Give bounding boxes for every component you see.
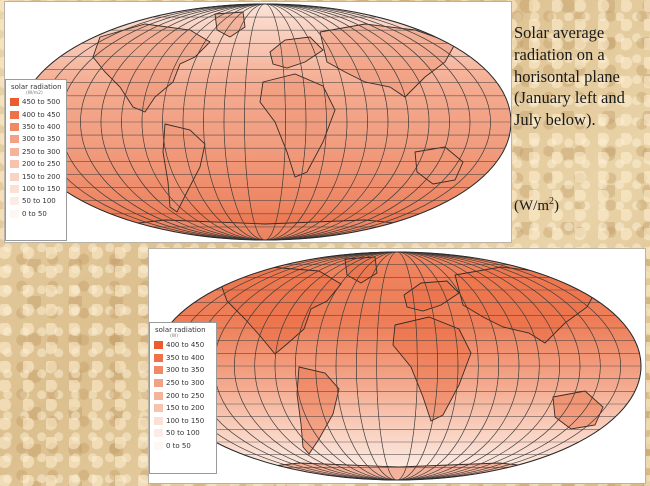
legend-label: 0 to 50 bbox=[166, 442, 191, 451]
legend-item: 100 to 150 bbox=[6, 183, 66, 195]
legend-item: 400 to 450 bbox=[150, 339, 216, 352]
legend-item: 150 to 200 bbox=[6, 170, 66, 182]
legend-label: 150 to 200 bbox=[22, 172, 61, 181]
legend-item: 100 to 150 bbox=[150, 415, 216, 428]
legend-swatch bbox=[10, 197, 19, 206]
legend-label: 50 to 100 bbox=[22, 197, 56, 206]
legend-unit: (W/m2) bbox=[26, 91, 43, 96]
legend-label: 400 to 450 bbox=[166, 341, 205, 350]
legend-label: 400 to 450 bbox=[22, 110, 61, 119]
legend-label: 200 to 250 bbox=[22, 160, 61, 169]
legend-label: 100 to 150 bbox=[22, 184, 61, 193]
january-mollweide-map bbox=[18, 3, 511, 241]
legend-unit: (W) bbox=[170, 334, 178, 339]
caption-unit: (W/m2) bbox=[514, 196, 559, 215]
legend-item: 150 to 200 bbox=[150, 402, 216, 415]
legend-swatch bbox=[10, 184, 19, 193]
legend-label: 250 to 300 bbox=[22, 147, 61, 156]
south-america bbox=[162, 123, 206, 213]
unit-base: (W/m bbox=[514, 198, 549, 214]
legend-swatch bbox=[10, 122, 19, 131]
unit-exponent: 2 bbox=[549, 196, 554, 207]
unit-close: ) bbox=[554, 198, 559, 214]
graticule bbox=[152, 251, 642, 481]
legend-swatch bbox=[154, 366, 163, 375]
legend-item: 50 to 100 bbox=[6, 195, 66, 207]
legend-swatch bbox=[154, 442, 163, 451]
legend-label: 50 to 100 bbox=[166, 429, 200, 438]
south-america bbox=[296, 366, 340, 455]
legend-item: 400 to 450 bbox=[6, 108, 66, 120]
legend-swatch bbox=[154, 416, 163, 425]
legend-swatch bbox=[10, 160, 19, 169]
australia bbox=[414, 146, 464, 185]
legend-swatch bbox=[154, 341, 163, 350]
legend-swatch bbox=[154, 353, 163, 362]
january-legend: solar radiation (W/m2) 450 to 500 400 to … bbox=[5, 79, 67, 241]
legend-swatch bbox=[10, 98, 19, 107]
legend-label: 200 to 250 bbox=[166, 391, 205, 400]
legend-item: 450 to 500 bbox=[6, 96, 66, 108]
legend-item: 350 to 400 bbox=[150, 352, 216, 365]
legend-swatch bbox=[154, 379, 163, 388]
july-mollweide-map bbox=[152, 251, 642, 481]
legend-swatch bbox=[154, 391, 163, 400]
legend-label: 450 to 500 bbox=[22, 98, 61, 107]
europe bbox=[269, 36, 324, 69]
legend-swatch bbox=[10, 110, 19, 119]
africa bbox=[392, 316, 472, 422]
legend-swatch bbox=[154, 429, 163, 438]
legend-label: 0 to 50 bbox=[22, 209, 47, 218]
legend-label: 100 to 150 bbox=[166, 416, 205, 425]
legend-label: 300 to 350 bbox=[22, 135, 61, 144]
legend-swatch bbox=[10, 172, 19, 181]
july-solar-map: solar radiation (W) 400 to 450 350 to 400… bbox=[148, 248, 646, 484]
north-america bbox=[218, 266, 342, 355]
legend-item: 300 to 350 bbox=[6, 133, 66, 145]
july-legend: solar radiation (W) 400 to 450 350 to 400… bbox=[149, 322, 217, 474]
legend-label: 250 to 300 bbox=[166, 379, 205, 388]
legend-label: 350 to 400 bbox=[166, 353, 205, 362]
legend-item: 350 to 400 bbox=[6, 121, 66, 133]
legend-item: 250 to 300 bbox=[150, 377, 216, 390]
legend-swatch bbox=[10, 147, 19, 156]
legend-items: 400 to 450 350 to 400 300 to 350 250 to 300… bbox=[150, 339, 216, 452]
legend-label: 300 to 350 bbox=[166, 366, 205, 375]
legend-swatch bbox=[154, 404, 163, 413]
landmasses bbox=[218, 256, 604, 480]
legend-item: 0 to 50 bbox=[6, 208, 66, 220]
legend-item: 300 to 350 bbox=[150, 364, 216, 377]
january-solar-map: solar radiation (W/m2) 450 to 500 400 to … bbox=[4, 1, 512, 243]
legend-label: 350 to 400 bbox=[22, 122, 61, 131]
europe bbox=[403, 280, 460, 312]
legend-swatch bbox=[10, 209, 19, 218]
legend-label: 150 to 200 bbox=[166, 404, 205, 413]
north-america bbox=[92, 23, 211, 113]
africa bbox=[259, 73, 336, 178]
legend-title: solar radiation bbox=[11, 83, 62, 91]
legend-swatch bbox=[10, 135, 19, 144]
legend-item: 50 to 100 bbox=[150, 427, 216, 440]
caption-text: Solar average radiation on a horisontal … bbox=[514, 23, 625, 130]
legend-item: 200 to 250 bbox=[6, 158, 66, 170]
legend-item: 0 to 50 bbox=[150, 440, 216, 453]
legend-item: 250 to 300 bbox=[6, 146, 66, 158]
legend-items: 450 to 500 400 to 450 350 to 400 300 to 350… bbox=[6, 96, 66, 220]
legend-item: 200 to 250 bbox=[150, 389, 216, 402]
legend-title: solar radiation bbox=[155, 326, 206, 334]
